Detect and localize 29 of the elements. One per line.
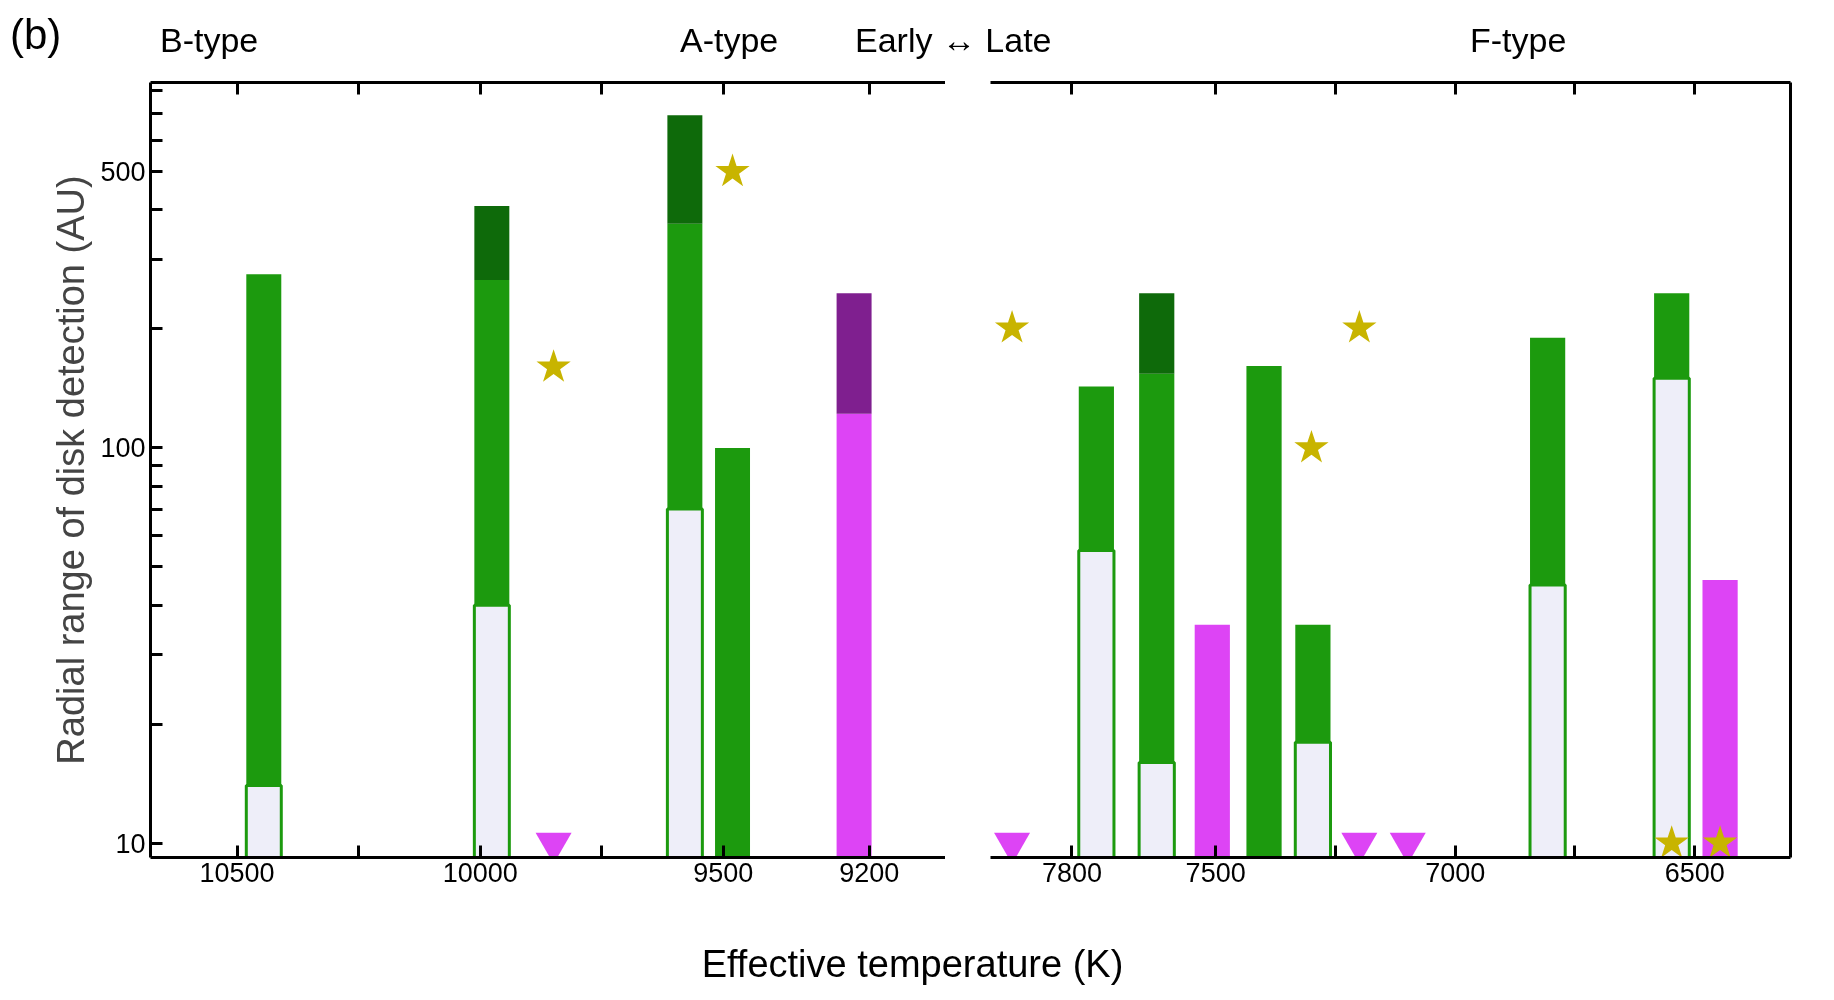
x-tick-label: 10000: [442, 857, 518, 888]
text: F-type: [1470, 20, 1567, 62]
bar: [1139, 293, 1175, 374]
x-tick-label: 7000: [1425, 857, 1486, 888]
bar: [1246, 366, 1282, 858]
y-tick-label: 500: [100, 157, 146, 188]
x-tick-label: 9200: [839, 857, 900, 888]
x-tick-label: 7800: [1041, 857, 1102, 888]
bar: [474, 206, 510, 280]
bar: [1702, 580, 1738, 858]
x-tick-label: 9500: [693, 857, 754, 888]
text: Early ↔ Late: [855, 20, 1052, 62]
bar: [667, 115, 703, 224]
text: B-type: [160, 20, 259, 62]
x-tick-label: 7500: [1185, 857, 1246, 888]
point: [536, 349, 571, 382]
bar: [715, 447, 751, 858]
text: A-type: [680, 20, 779, 62]
text: (b): [10, 10, 62, 60]
y-axis-title: Radial range of disk detection (AU): [50, 175, 93, 765]
bar: [836, 293, 872, 414]
x-axis-title: Effective temperature (K): [700, 942, 1125, 987]
y-tick-label: 100: [100, 433, 146, 464]
y-tick-label: 10: [115, 828, 146, 859]
x-tick-label: 6500: [1664, 857, 1725, 888]
x-tick-label: 10500: [199, 857, 275, 888]
point: [715, 153, 750, 187]
bar: [836, 413, 872, 858]
bar: [1194, 624, 1230, 858]
